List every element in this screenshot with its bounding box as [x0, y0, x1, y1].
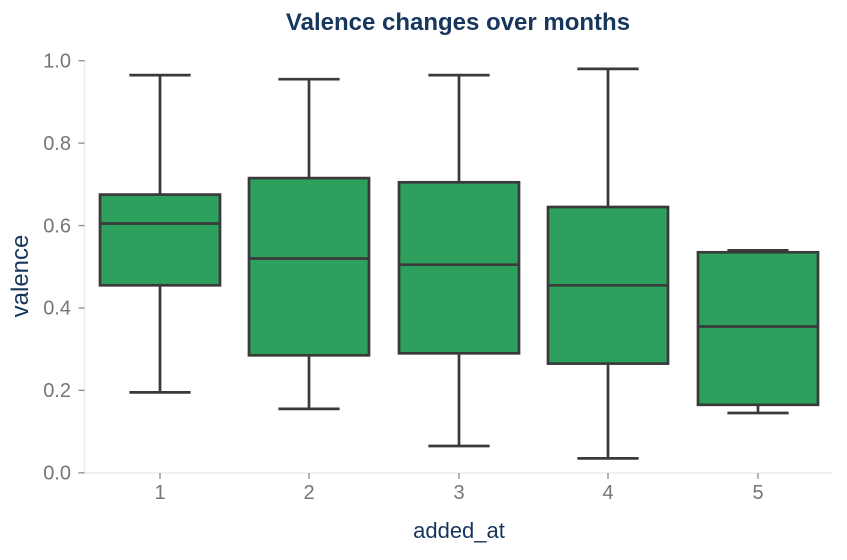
svg-text:0.4: 0.4	[43, 298, 71, 320]
svg-text:3: 3	[453, 482, 464, 504]
svg-text:1: 1	[154, 482, 165, 504]
svg-text:2: 2	[303, 482, 314, 504]
svg-text:added_at: added_at	[413, 518, 505, 543]
svg-text:valence: valence	[7, 235, 34, 318]
svg-text:1.0: 1.0	[43, 51, 71, 73]
svg-text:4: 4	[602, 482, 613, 504]
svg-text:0.8: 0.8	[43, 133, 71, 155]
svg-text:0.2: 0.2	[43, 380, 71, 402]
svg-text:5: 5	[752, 482, 763, 504]
svg-text:0.0: 0.0	[43, 463, 71, 485]
svg-text:Valence changes over months: Valence changes over months	[286, 9, 630, 36]
svg-text:0.6: 0.6	[43, 215, 71, 237]
